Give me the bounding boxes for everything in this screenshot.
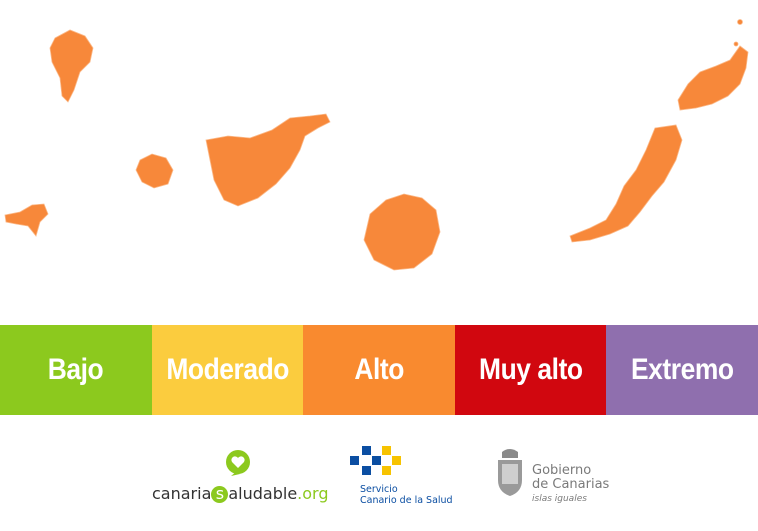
coat-of-arms <box>498 449 522 496</box>
scale-level: Muy alto <box>454 325 607 415</box>
lanzarote <box>677 45 749 111</box>
la-palma <box>49 29 94 103</box>
scs-logo: Servicio Canario de la Salud <box>350 446 470 510</box>
scale-level: Bajo <box>0 325 152 415</box>
islet <box>737 19 743 25</box>
scale-label: Moderado <box>166 353 289 386</box>
risk-scale: Bajo Moderado Alto Muy alto Extremo <box>0 325 758 415</box>
scale-level: Alto <box>303 325 455 415</box>
gobierno-tagline: islas iguales <box>532 494 587 504</box>
logo-text-part: aludable <box>228 484 298 503</box>
scale-label: Muy alto <box>478 353 583 386</box>
heart-bubble-icon <box>226 450 250 476</box>
logo-text-part: canaria <box>152 484 212 503</box>
tenerife <box>205 113 331 207</box>
gobierno-line: de Canarias <box>532 477 610 492</box>
islands-map <box>4 19 749 271</box>
scale-label: Bajo <box>48 353 104 386</box>
fuerteventura <box>569 124 683 243</box>
scs-line: Canario de la Salud <box>360 495 453 506</box>
logo-text: canaria s aludable.org <box>152 484 329 503</box>
islet <box>733 41 739 47</box>
scale-label: Alto <box>354 353 404 386</box>
scale-level: Moderado <box>151 325 304 415</box>
la-gomera <box>135 153 174 189</box>
islands <box>4 19 749 271</box>
scs-line: Servicio <box>360 484 398 495</box>
logo-text-part: .org <box>297 484 329 503</box>
gobierno-logo: Gobierno de Canarias islas iguales <box>494 446 624 504</box>
scale-label: Extremo <box>630 353 734 386</box>
gran-canaria <box>363 193 441 271</box>
scale-level: Extremo <box>606 325 758 415</box>
canarias-saludable-logo: canaria s aludable.org <box>152 448 329 508</box>
gobierno-line: Gobierno <box>532 463 592 478</box>
logo-badge: s <box>211 486 229 503</box>
gobierno-text: Gobierno de Canarias islas iguales <box>532 464 609 506</box>
el-hierro <box>4 203 49 237</box>
scs-icon <box>350 446 401 475</box>
scs-text: Servicio Canario de la Salud <box>360 484 470 506</box>
